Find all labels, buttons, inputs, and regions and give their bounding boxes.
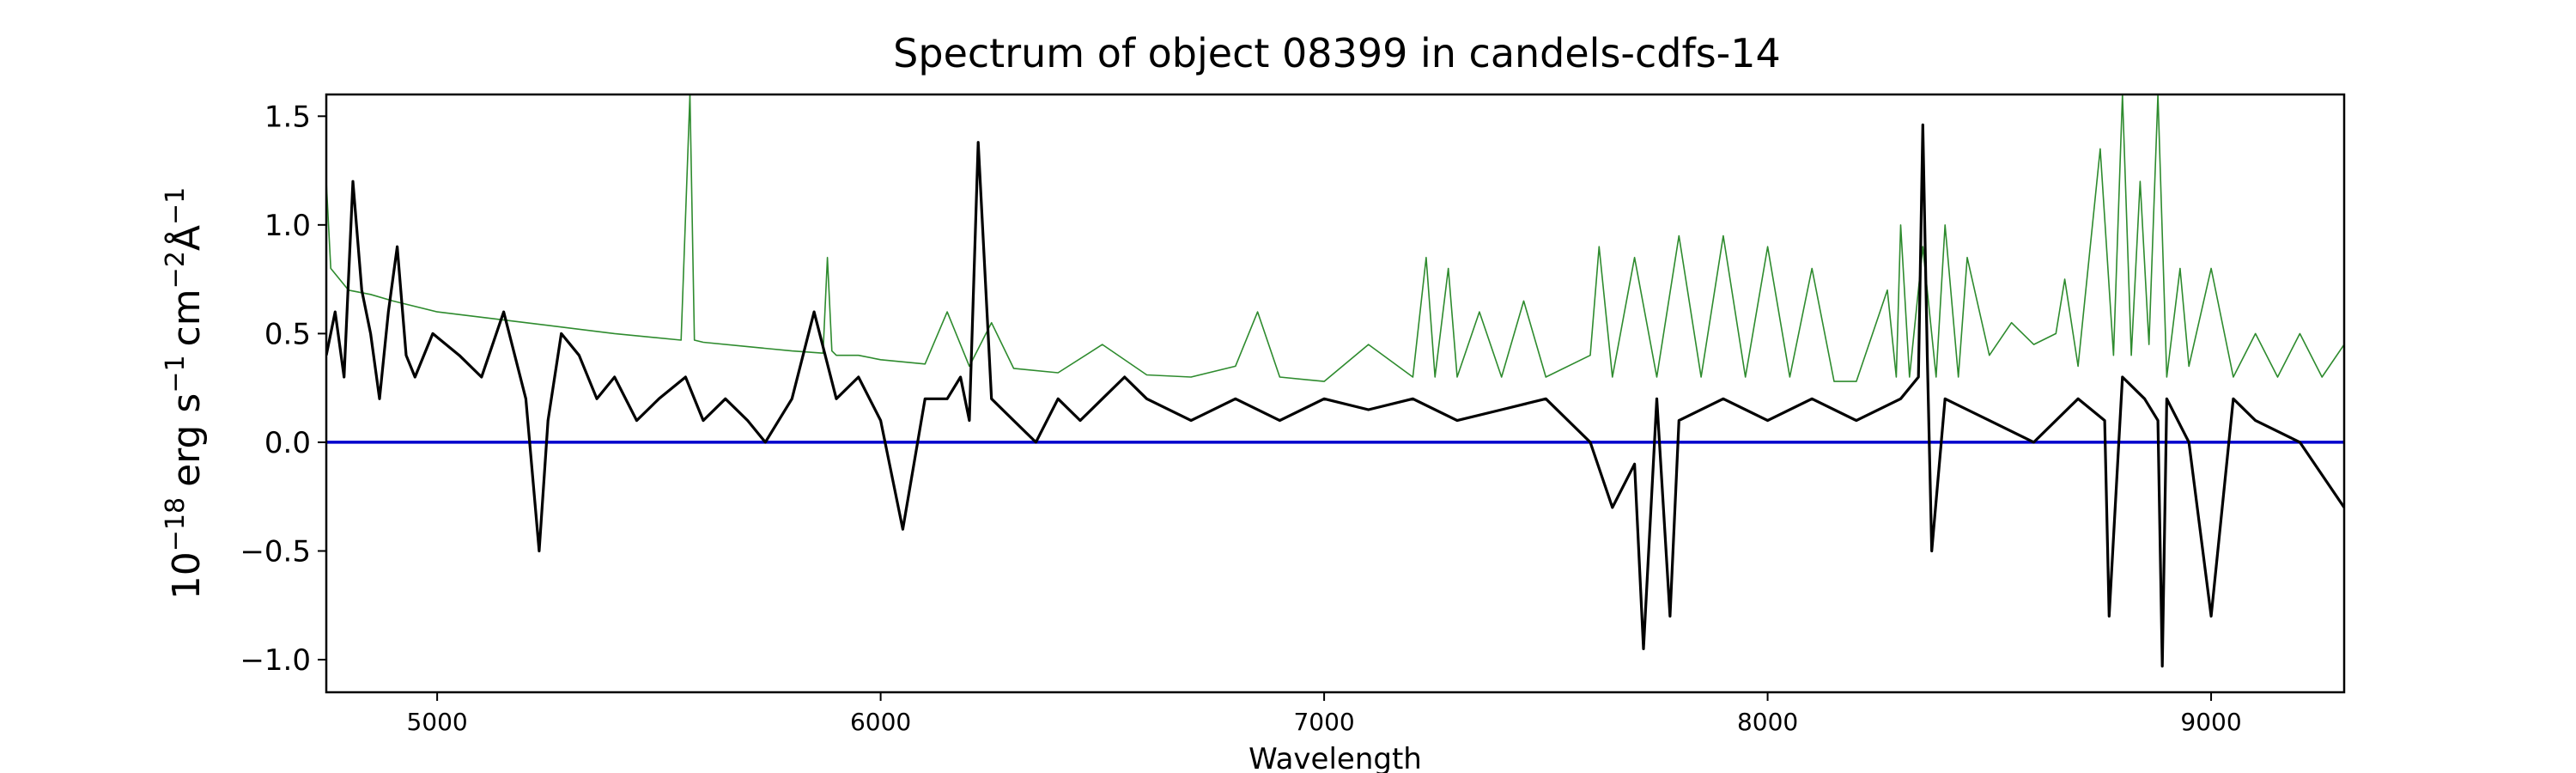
x-tick-label: 7000 [1293, 708, 1354, 736]
plot-area [326, 94, 2344, 668]
y-label-exp-4: −1 [161, 187, 191, 225]
y-label-unit-cm: cm [165, 289, 209, 346]
y-label-exp-2: −1 [161, 355, 191, 393]
x-tick-label: 5000 [406, 708, 467, 736]
y-tick-label: 1.5 [264, 100, 311, 134]
x-axis-label: Wavelength [1249, 742, 1422, 773]
y-label-exp-1: −18 [161, 497, 191, 551]
y-tick-label: 0.0 [264, 426, 311, 460]
x-tick-label: 9000 [2180, 708, 2241, 736]
x-tick-label: 8000 [1737, 708, 1798, 736]
y-label-unit-angstrom: Å [163, 225, 209, 251]
y-axis: −1.0 −0.5 0.0 0.5 1.0 1.5 [240, 100, 326, 678]
y-axis-label: 10−18erg s−1cm−2Å−1 [161, 187, 209, 600]
y-tick-label: 0.5 [264, 317, 311, 351]
y-label-base: 10 [165, 551, 209, 600]
chart-title: Spectrum of object 08399 in candels-cdfs… [893, 30, 1781, 76]
y-label-exp-3: −2 [161, 251, 191, 289]
noise-series-line [326, 94, 2344, 382]
y-tick-label: −1.0 [240, 643, 311, 678]
flux-series-line [326, 123, 2344, 668]
y-tick-label: −0.5 [240, 534, 311, 569]
y-tick-label: 1.0 [264, 209, 311, 243]
plot-frame [325, 93, 2346, 694]
y-label-unit-erg: erg s [165, 393, 209, 487]
x-tick-label: 6000 [850, 708, 911, 736]
x-axis: 5000 6000 7000 8000 9000 [406, 692, 2242, 736]
svg-text:10−18erg s−1cm−2Å−1: 10−18erg s−1cm−2Å−1 [161, 187, 209, 600]
